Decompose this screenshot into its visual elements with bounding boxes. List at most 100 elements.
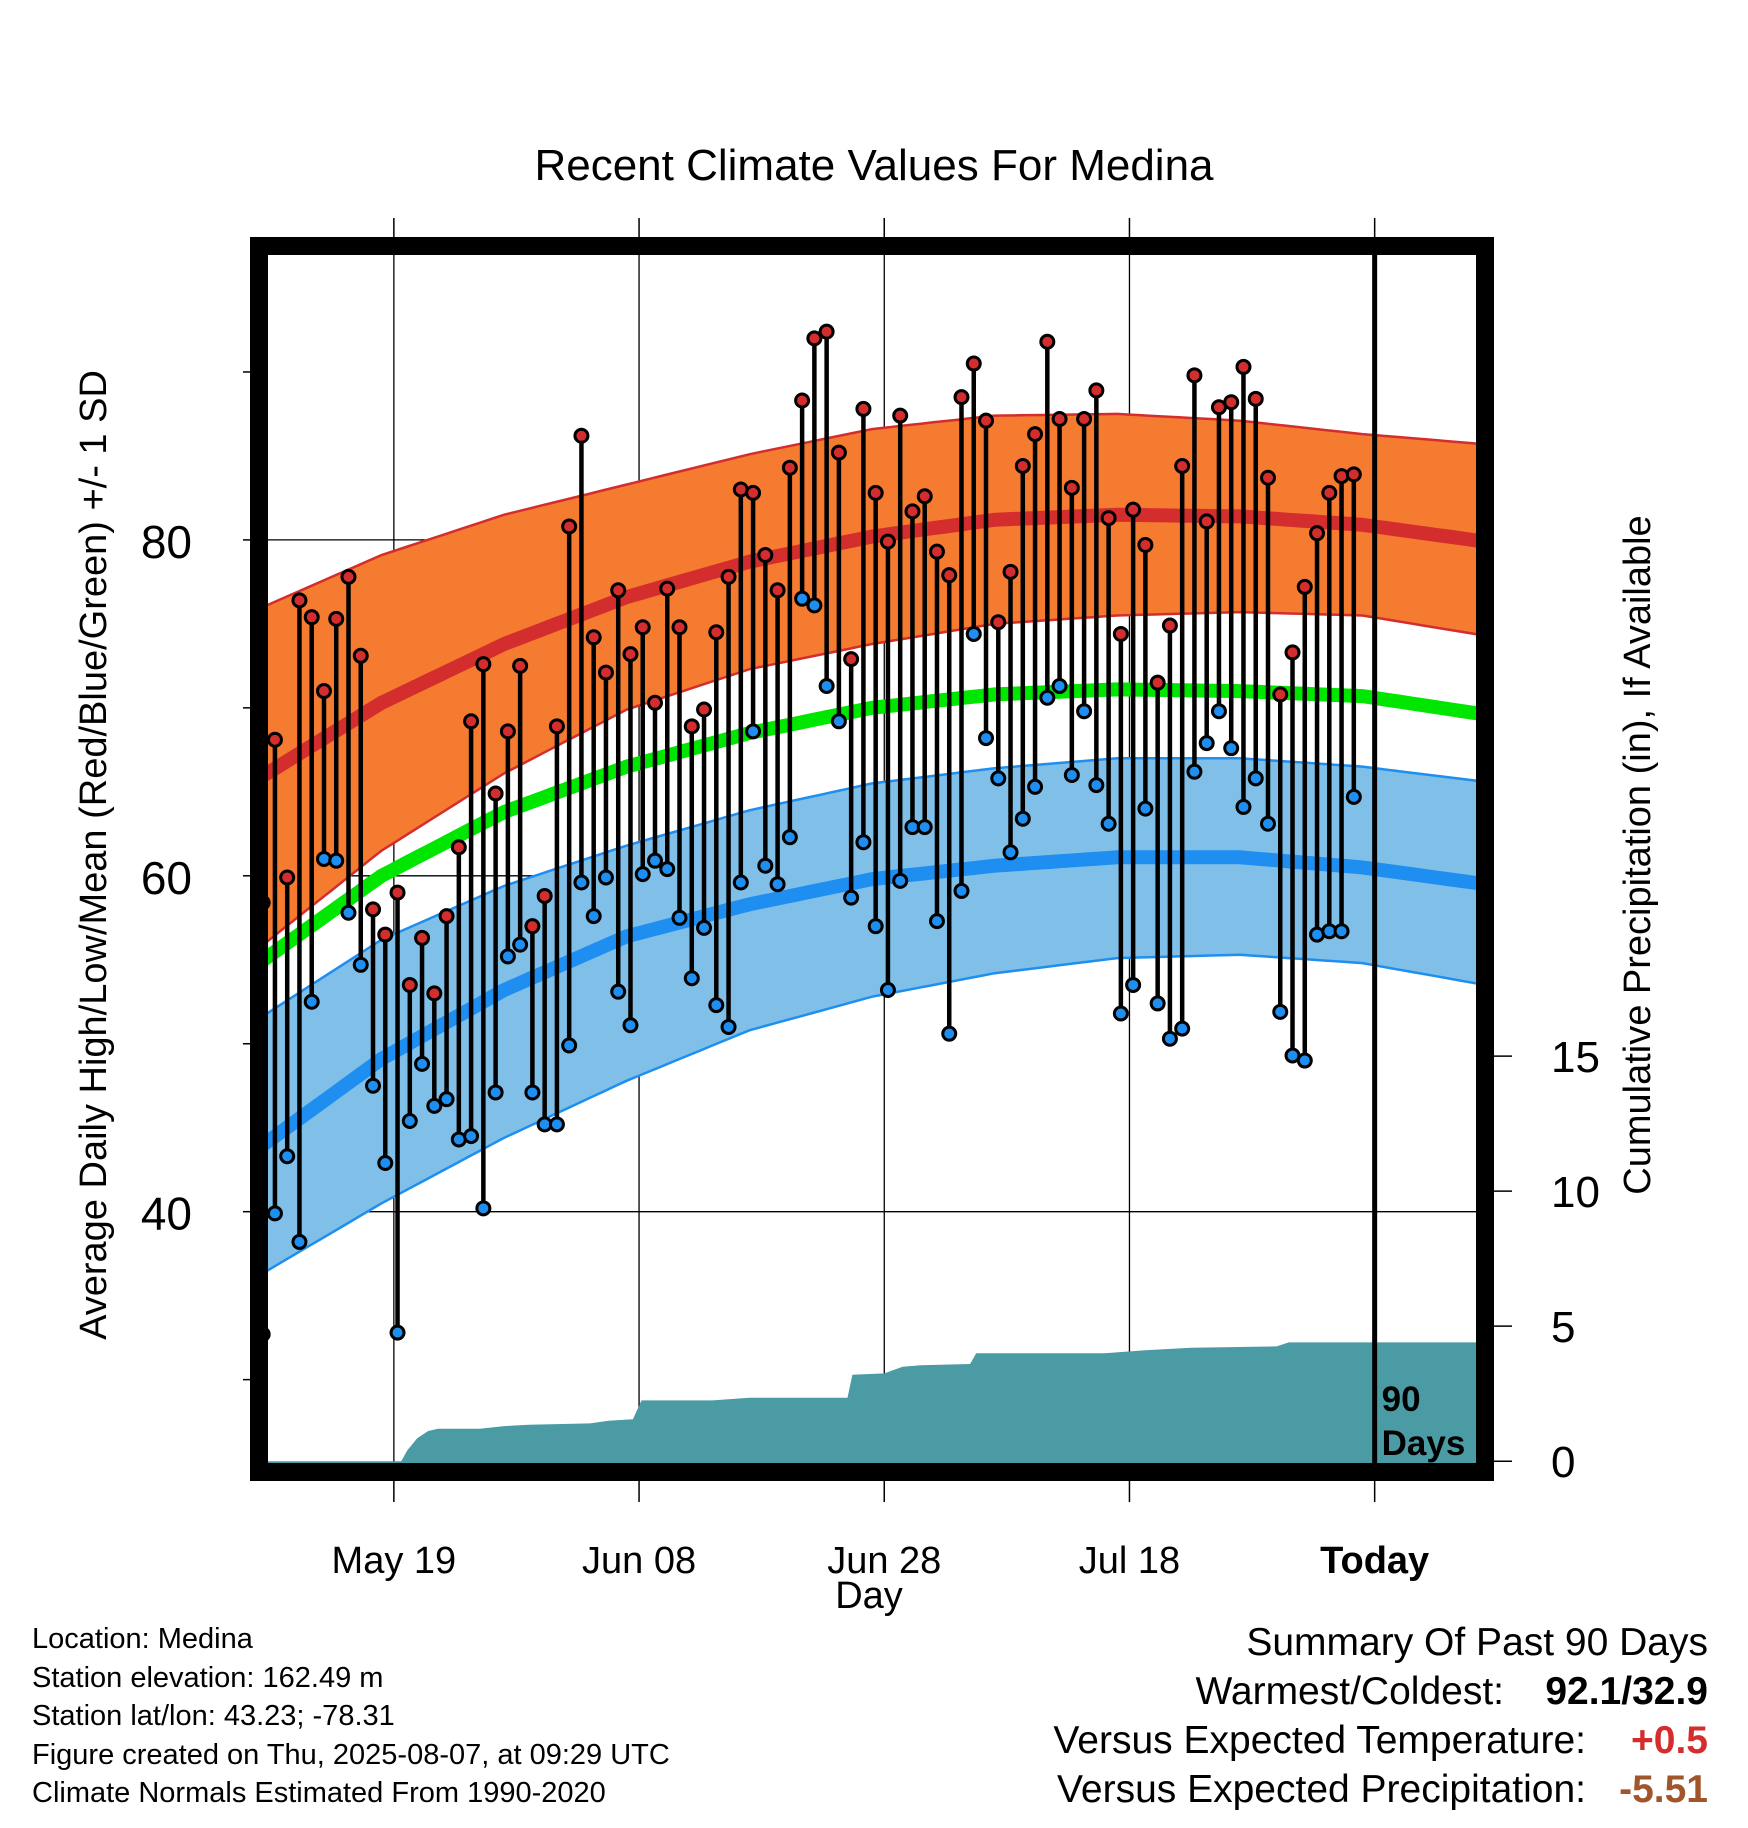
daily-low-point xyxy=(352,956,369,973)
daily-high-point xyxy=(303,609,320,626)
daily-low-point xyxy=(524,1084,541,1101)
daily-low-point xyxy=(879,981,896,998)
daily-low-point xyxy=(990,770,1007,787)
daily-low-point xyxy=(573,874,590,891)
daily-low-point xyxy=(1186,763,1203,780)
daily-low-point xyxy=(622,1017,639,1034)
station-info: Location: Medina Station elevation: 162.… xyxy=(32,1620,670,1813)
daily-low-point xyxy=(1076,703,1093,720)
daily-low-point xyxy=(1296,1052,1313,1069)
climate-chart: Recent Climate Values For Medina 90Days … xyxy=(73,141,1659,1617)
warm-cold-value: 92.1/32.9 xyxy=(1545,1670,1708,1713)
daily-high-point xyxy=(659,580,676,597)
daily-low-point xyxy=(941,1025,958,1042)
high-lower-line xyxy=(258,610,1486,949)
daily-high-point xyxy=(818,323,835,340)
daily-observations xyxy=(254,323,1362,1343)
daily-high-point xyxy=(1161,617,1178,634)
daily-high-point xyxy=(1309,525,1326,542)
daily-low-point xyxy=(843,889,860,906)
daily-high-point xyxy=(548,718,565,735)
y-tick-label: 40 xyxy=(141,1188,192,1240)
daily-high-point xyxy=(769,582,786,599)
daily-low-point xyxy=(1100,815,1117,832)
daily-low-point xyxy=(1014,810,1031,827)
daily-low-point xyxy=(365,1077,382,1094)
daily-low-point xyxy=(291,1233,308,1250)
daily-high-point xyxy=(1284,644,1301,661)
daily-high-point xyxy=(1125,501,1142,518)
daily-high-point xyxy=(450,839,467,856)
daily-low-point xyxy=(487,1084,504,1101)
daily-high-point xyxy=(855,400,872,417)
daily-high-point xyxy=(1027,426,1044,443)
daily-high-point xyxy=(463,713,480,730)
daily-low-point xyxy=(610,983,627,1000)
daily-high-point xyxy=(892,407,909,424)
daily-high-point xyxy=(573,427,590,444)
daily-high-point xyxy=(377,926,394,943)
x-tick-label: Today xyxy=(1320,1540,1429,1582)
daily-high-point xyxy=(683,718,700,735)
daily-high-point xyxy=(1272,686,1289,703)
daily-low-point xyxy=(401,1112,418,1129)
daily-low-point xyxy=(659,861,676,878)
info-normals: Climate Normals Estimated From 1990-2020 xyxy=(32,1777,606,1809)
daily-low-point xyxy=(830,713,847,730)
daily-high-point xyxy=(904,503,921,520)
daily-high-point xyxy=(512,657,529,674)
summary-panel: Summary Of Past 90 Days Warmest/Coldest:… xyxy=(1053,1618,1708,1814)
daily-low-point xyxy=(1247,770,1264,787)
daily-low-point xyxy=(965,625,982,642)
daily-high-point xyxy=(990,614,1007,631)
daily-high-point xyxy=(438,908,455,925)
daily-low-point xyxy=(463,1128,480,1145)
y-tick-label: 60 xyxy=(141,852,192,904)
daily-high-point xyxy=(1259,469,1276,486)
daily-high-point xyxy=(1137,536,1154,553)
daily-high-point xyxy=(1345,466,1362,483)
daily-high-point xyxy=(634,619,651,636)
daily-low-point xyxy=(1272,1003,1289,1020)
daily-low-point xyxy=(561,1037,578,1054)
daily-low-point xyxy=(720,1018,737,1035)
daily-high-point xyxy=(585,629,602,646)
daily-high-point xyxy=(928,543,945,560)
summary-warm-cold: Warmest/Coldest: 92.1/32.9 xyxy=(1053,1667,1708,1716)
daily-high-point xyxy=(524,918,541,935)
daily-high-point xyxy=(279,869,296,886)
daily-high-point xyxy=(720,568,737,585)
x-tick-label: Jun 28 xyxy=(827,1540,941,1582)
daily-high-point xyxy=(426,985,443,1002)
daily-low-point xyxy=(377,1154,394,1171)
daily-high-point xyxy=(1235,358,1252,375)
daily-low-point xyxy=(745,723,762,740)
temp-value: +0.5 xyxy=(1631,1719,1708,1762)
daily-high-point xyxy=(1247,390,1264,407)
daily-high-point xyxy=(475,656,492,673)
daily-high-point xyxy=(916,488,933,505)
daily-high-point xyxy=(953,389,970,406)
precip-value: -5.51 xyxy=(1619,1768,1708,1811)
daily-high-point xyxy=(806,330,823,347)
daily-high-point xyxy=(671,619,688,636)
daily-high-point xyxy=(1039,333,1056,350)
daily-low-point xyxy=(266,1205,283,1222)
daily-low-point xyxy=(1027,778,1044,795)
y-tick-label: 80 xyxy=(141,516,192,568)
daily-high-point xyxy=(1186,367,1203,384)
high-band xyxy=(259,413,1485,948)
daily-high-point xyxy=(1100,510,1117,527)
daily-low-point xyxy=(414,1055,431,1072)
daily-low-point xyxy=(928,913,945,930)
daily-high-point xyxy=(646,694,663,711)
daily-high-point xyxy=(1014,458,1031,475)
daily-high-point xyxy=(1149,674,1166,691)
daily-low-point xyxy=(303,993,320,1010)
daily-high-point xyxy=(499,723,516,740)
daily-low-point xyxy=(279,1148,296,1165)
daily-high-point xyxy=(365,901,382,918)
precip-label: Versus Expected Precipitation: xyxy=(1057,1768,1586,1811)
daily-high-point xyxy=(291,592,308,609)
daily-high-point xyxy=(1112,625,1129,642)
